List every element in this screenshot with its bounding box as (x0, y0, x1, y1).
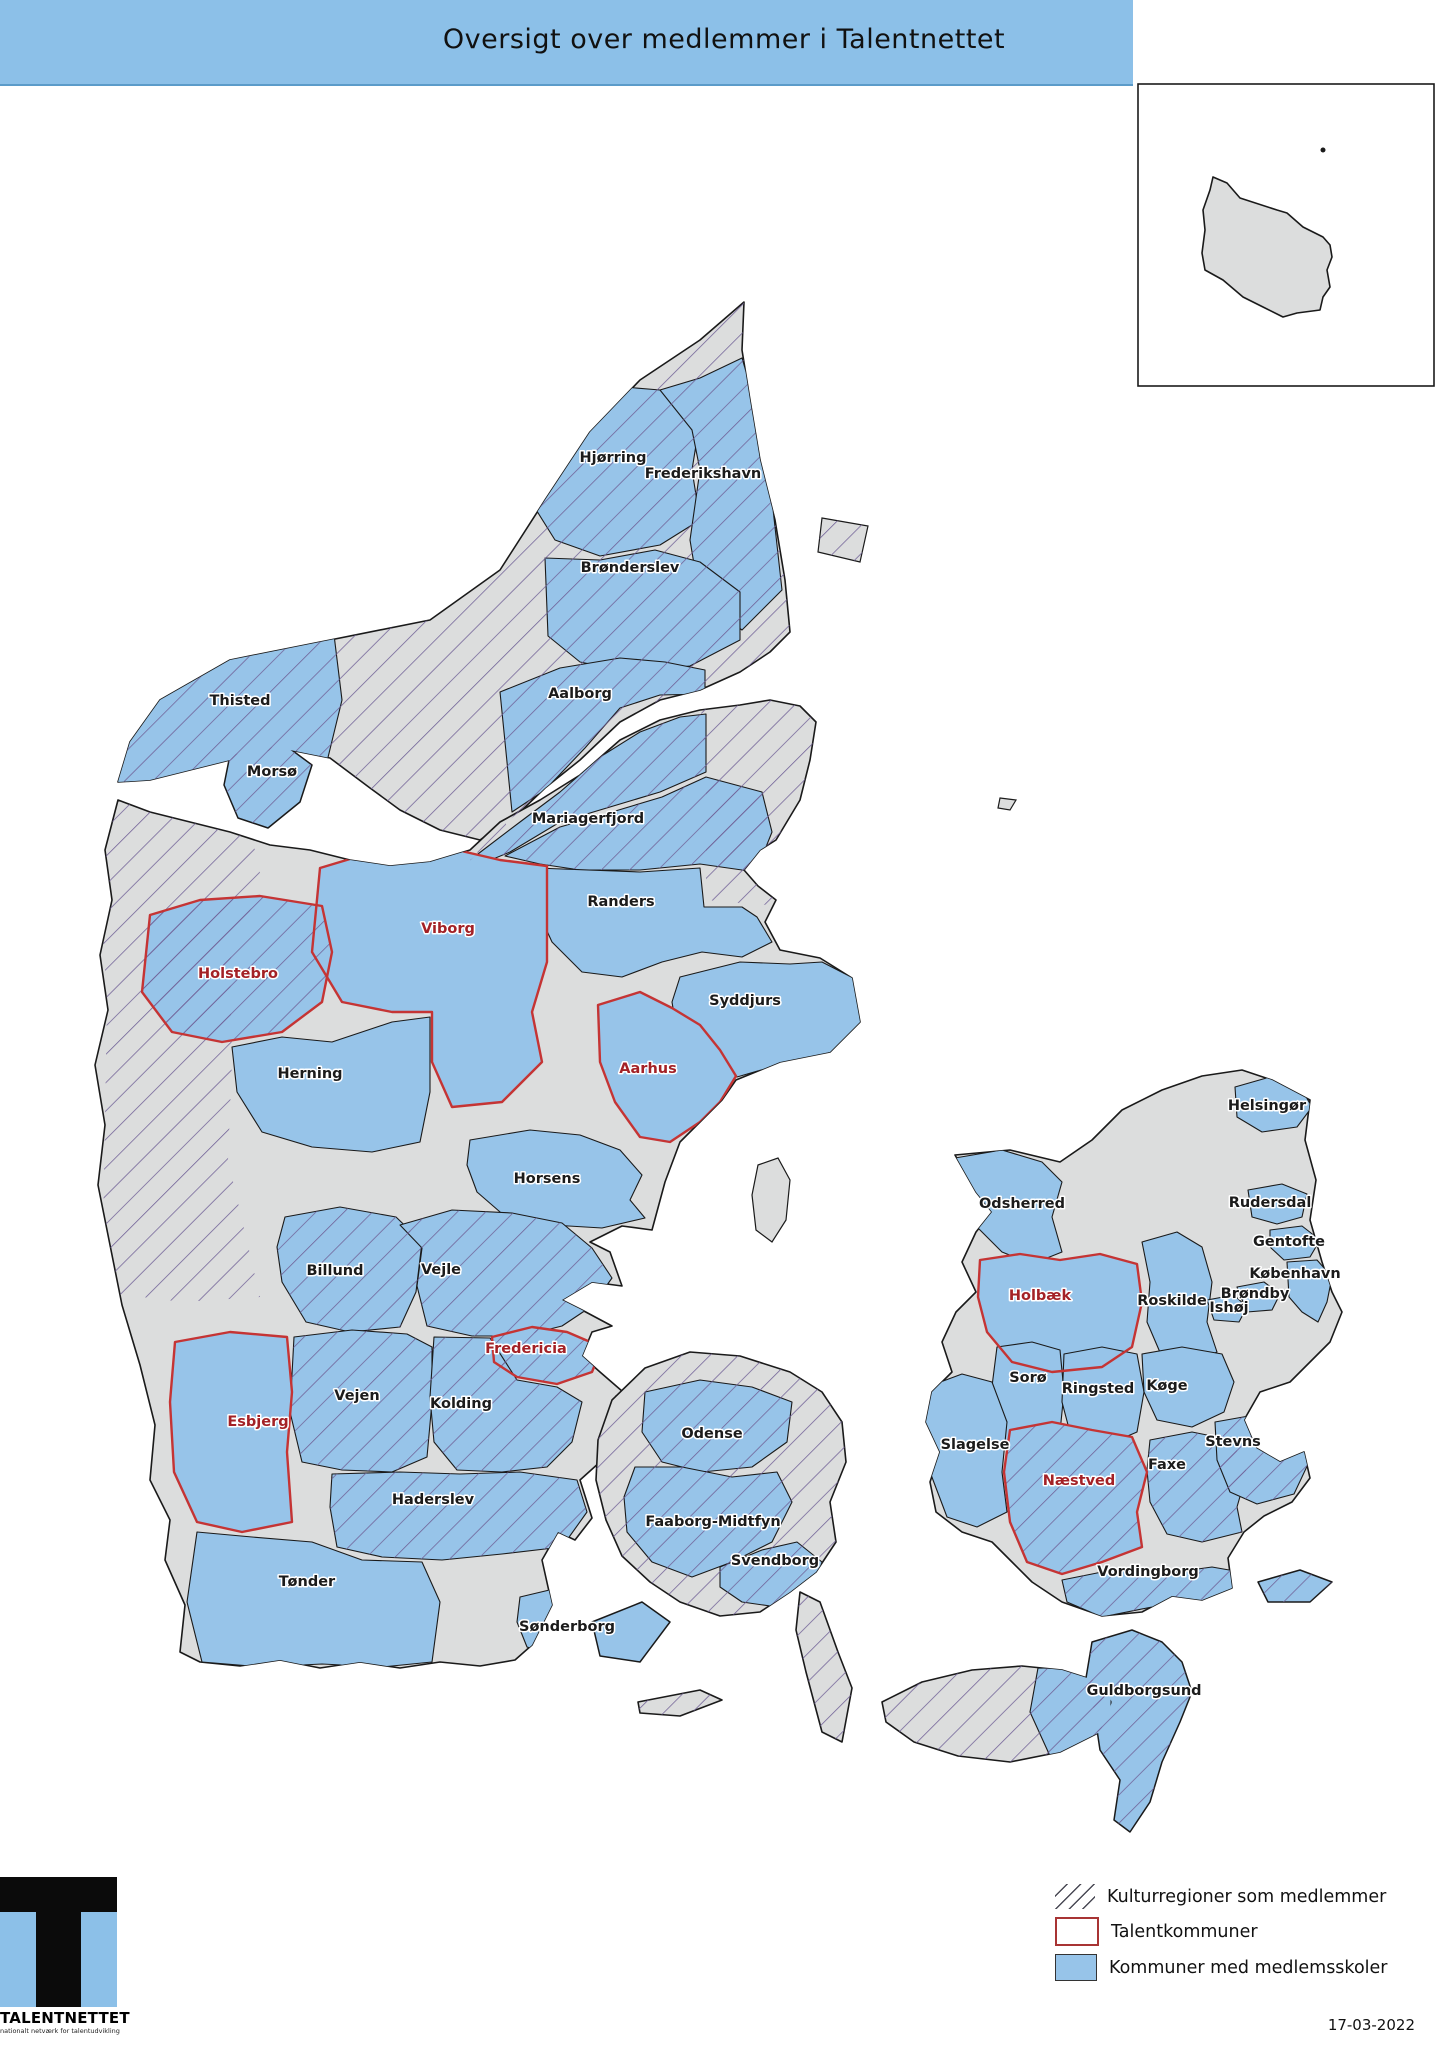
label-toender: Tønder (279, 1574, 336, 1590)
logo-title: TALENTNETTET (0, 2009, 130, 2027)
label-koebenhavn: København (1249, 1266, 1340, 1282)
label-svendborg: Svendborg (731, 1553, 819, 1569)
label-syddjurs: Syddjurs (709, 993, 781, 1009)
label-helsingoer: Helsingør (1228, 1098, 1307, 1114)
legend-label: Kommuner med medlemsskoler (1109, 1957, 1388, 1978)
label-gentofte: Gentofte (1253, 1234, 1325, 1250)
label-haderslev: Haderslev (392, 1492, 475, 1508)
landmass-anholt (997, 797, 1017, 811)
label-broenderslev: Brønderslev (581, 560, 680, 576)
label-frederikshavn: Frederikshavn (645, 466, 761, 482)
label-vejle: Vejle (421, 1262, 461, 1278)
label-morsoe: Morsø (247, 764, 297, 780)
hatch-swatch-icon (1055, 1884, 1095, 1909)
landmass-samsoe (751, 1157, 791, 1243)
label-kolding: Kolding (430, 1396, 492, 1412)
label-randers: Randers (587, 894, 654, 910)
label-mariagerfjord: Mariagerfjord (532, 811, 644, 827)
label-billund: Billund (307, 1263, 364, 1279)
bornholm-inset (1137, 83, 1435, 387)
blue-fill-swatch-icon (1055, 1954, 1097, 1981)
logo-tagline: nationalt netværk for talentudvikling (0, 2027, 120, 2035)
label-broendby: Brøndby (1221, 1286, 1290, 1302)
label-fredericia: Fredericia (485, 1341, 567, 1357)
label-esbjerg: Esbjerg (227, 1414, 288, 1430)
label-vordingborg: Vordingborg (1097, 1564, 1198, 1580)
label-holbaek: Holbæk (1009, 1288, 1072, 1304)
label-naestved: Næstved (1043, 1473, 1116, 1489)
label-rudersdal: Rudersdal (1229, 1195, 1312, 1211)
label-stevns: Stevns (1205, 1434, 1261, 1450)
legend-label: Kulturregioner som medlemmer (1107, 1886, 1387, 1907)
label-hjoerring: Hjørring (579, 450, 646, 466)
legend-row-culture-regions: Kulturregioner som medlemmer (1055, 1884, 1387, 1909)
label-ishoej: Ishøj (1209, 1300, 1248, 1316)
red-outline-swatch-icon (1055, 1917, 1099, 1946)
label-koege: Køge (1146, 1378, 1187, 1394)
label-faaborg-midtfyn: Faaborg-Midtfyn (645, 1514, 780, 1530)
label-odense: Odense (681, 1426, 742, 1442)
label-aarhus: Aarhus (619, 1061, 676, 1077)
talentnettet-logo-icon (0, 1877, 117, 2007)
municipality-labels: Hjørring Frederikshavn Brønderslev Thist… (197, 449, 1343, 1701)
map-date: 17-03-2022 (1327, 2016, 1415, 2034)
label-herning: Herning (277, 1066, 342, 1082)
label-roskilde: Roskilde (1137, 1293, 1207, 1309)
label-slagelse: Slagelse (941, 1437, 1010, 1453)
label-horsens: Horsens (514, 1171, 581, 1187)
label-vejen: Vejen (334, 1388, 379, 1404)
label-guldborgsund: Guldborgsund (1086, 1683, 1201, 1699)
label-thisted: Thisted (210, 693, 271, 709)
legend-label: Talentkommuner (1111, 1921, 1258, 1942)
talentnettet-logo: TALENTNETTET nationalt netværk for talen… (0, 1877, 130, 2035)
label-ringsted: Ringsted (1062, 1381, 1135, 1397)
legend: Kulturregioner som medlemmer Talentkommu… (1055, 1884, 1387, 1981)
label-odsherred: Odsherred (979, 1196, 1065, 1212)
ertholmene-islet (1320, 147, 1326, 153)
title-banner (0, 0, 1133, 86)
label-aalborg: Aalborg (548, 686, 612, 702)
legend-row-member-schools: Kommuner med medlemsskoler (1055, 1954, 1387, 1981)
label-soenderborg: Sønderborg (519, 1619, 615, 1635)
page-title: Oversigt over medlemmer i Talentnettet (442, 24, 1006, 55)
label-holstebro: Holstebro (198, 966, 278, 982)
legend-row-talentkommuner: Talentkommuner (1055, 1917, 1387, 1946)
label-faxe: Faxe (1148, 1457, 1186, 1473)
label-viborg: Viborg (421, 921, 475, 937)
label-soroe: Sorø (1009, 1370, 1047, 1386)
